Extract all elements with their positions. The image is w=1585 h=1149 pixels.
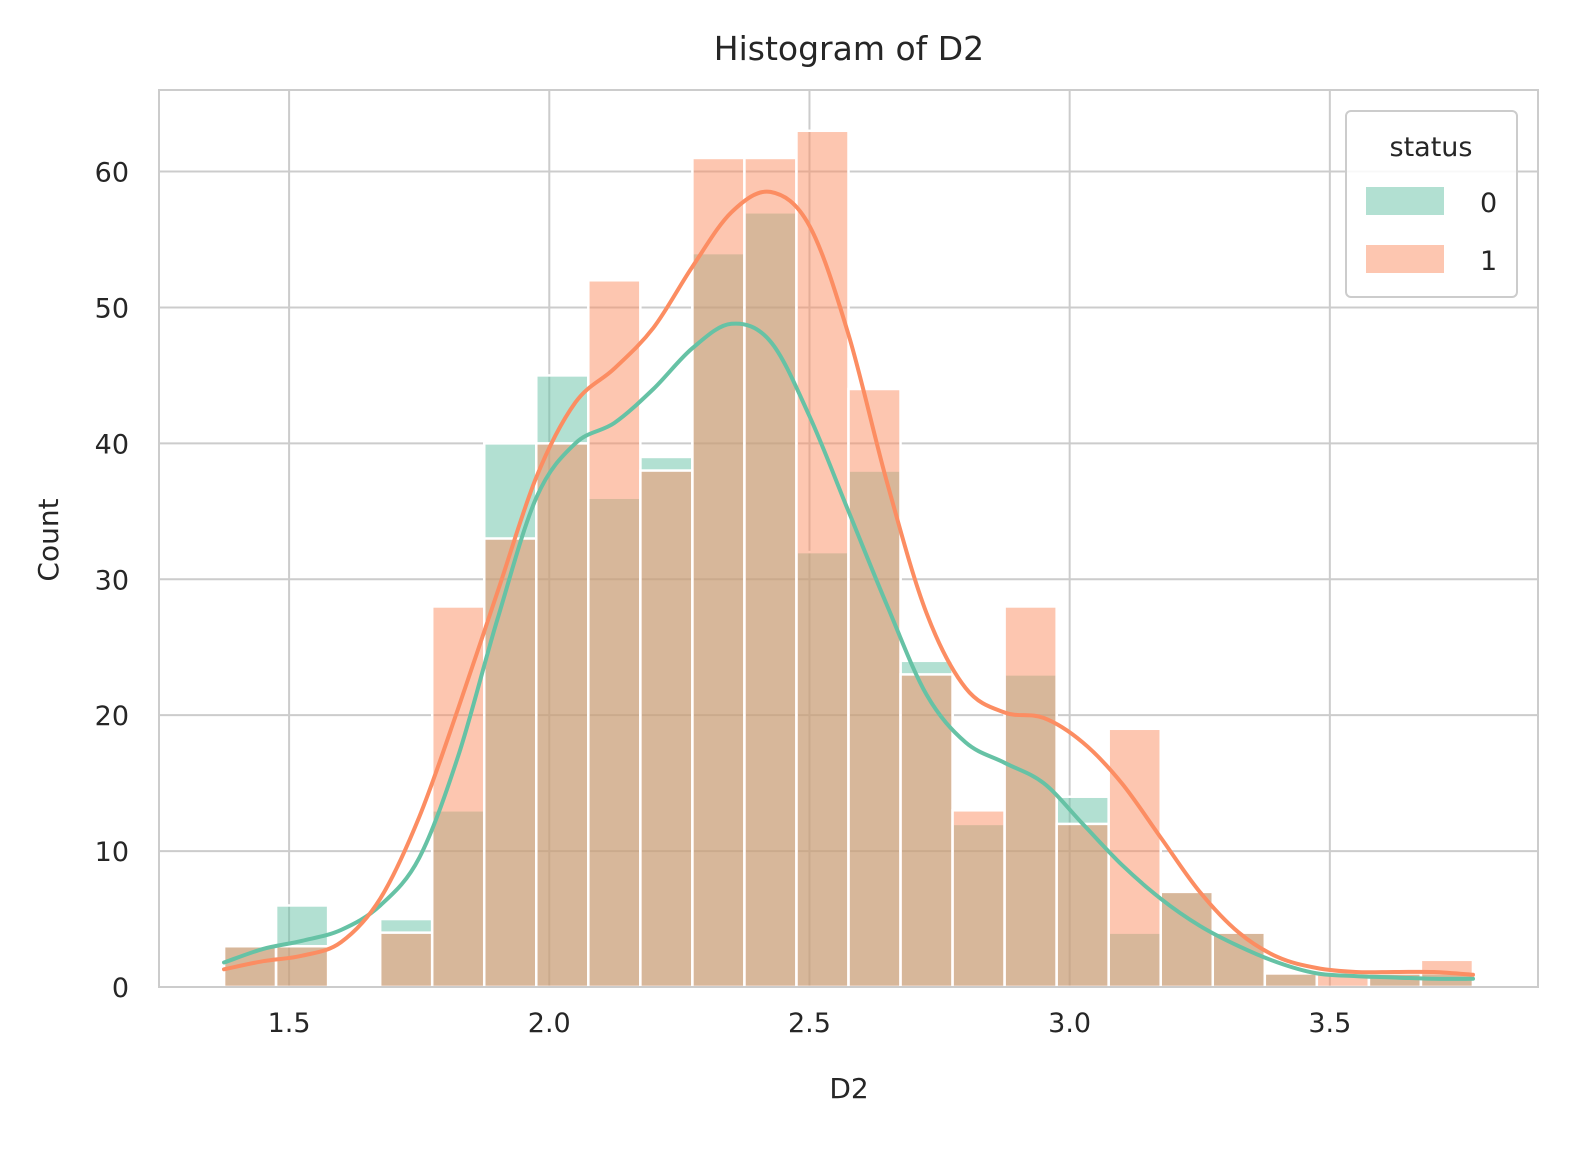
x-tick-labels: 1.5 2.0 2.5 3.0 3.5	[268, 1008, 1352, 1039]
histogram-bar-status-1	[378, 931, 434, 989]
histogram-bar-status-1	[1055, 822, 1110, 989]
bars-status-1	[222, 129, 1475, 989]
histogram-bar-status-1	[847, 387, 902, 989]
x-tick-label: 2.0	[528, 1008, 571, 1039]
legend-label-status-1: 1	[1480, 246, 1497, 277]
legend-swatch-status-1	[1366, 245, 1444, 273]
x-tick-label: 3.0	[1048, 1008, 1091, 1039]
histogram-bar-status-1	[639, 469, 694, 989]
kde-line-status-1	[222, 189, 1475, 977]
y-tick-label: 30	[95, 565, 129, 596]
histogram-bar-status-1	[1263, 972, 1319, 989]
kde-line-status-0	[222, 321, 1475, 981]
histogram-bar-status-1	[430, 605, 486, 989]
y-tick-label: 20	[95, 701, 129, 732]
x-axis-label: D2	[829, 1072, 868, 1105]
histogram-bar-status-1	[1211, 931, 1267, 989]
y-tick-label: 40	[95, 429, 129, 460]
y-tick-label: 50	[95, 293, 129, 324]
histogram-bar-status-1	[587, 279, 642, 989]
y-tick-label: 0	[112, 973, 129, 1004]
x-tick-label: 3.5	[1308, 1008, 1351, 1039]
legend: status 0 1	[1345, 110, 1518, 298]
kde-curves	[222, 189, 1475, 981]
chart-title: Histogram of D2	[714, 29, 984, 68]
histogram-bar-status-1	[1003, 605, 1058, 989]
y-axis-label: Count	[32, 498, 65, 581]
y-tick-label: 10	[95, 837, 129, 868]
y-tick-label: 60	[95, 158, 129, 189]
x-tick-label: 1.5	[268, 1008, 311, 1039]
histogram-bar-status-1	[743, 156, 798, 989]
legend-label-status-0: 0	[1480, 188, 1497, 219]
y-tick-labels: 0 10 20 30 40 50 60	[95, 158, 129, 1004]
legend-swatch-status-0	[1366, 187, 1444, 215]
histogram-bar-status-1	[691, 156, 746, 989]
legend-title: status	[1390, 132, 1473, 163]
x-tick-label: 2.5	[788, 1008, 831, 1039]
histogram-bar-status-1	[535, 442, 590, 989]
plot-frame	[158, 89, 1539, 988]
histogram-bar-status-1	[951, 809, 1006, 989]
histogram-bar-status-1	[899, 673, 954, 989]
histogram-bar-status-1	[482, 537, 538, 989]
